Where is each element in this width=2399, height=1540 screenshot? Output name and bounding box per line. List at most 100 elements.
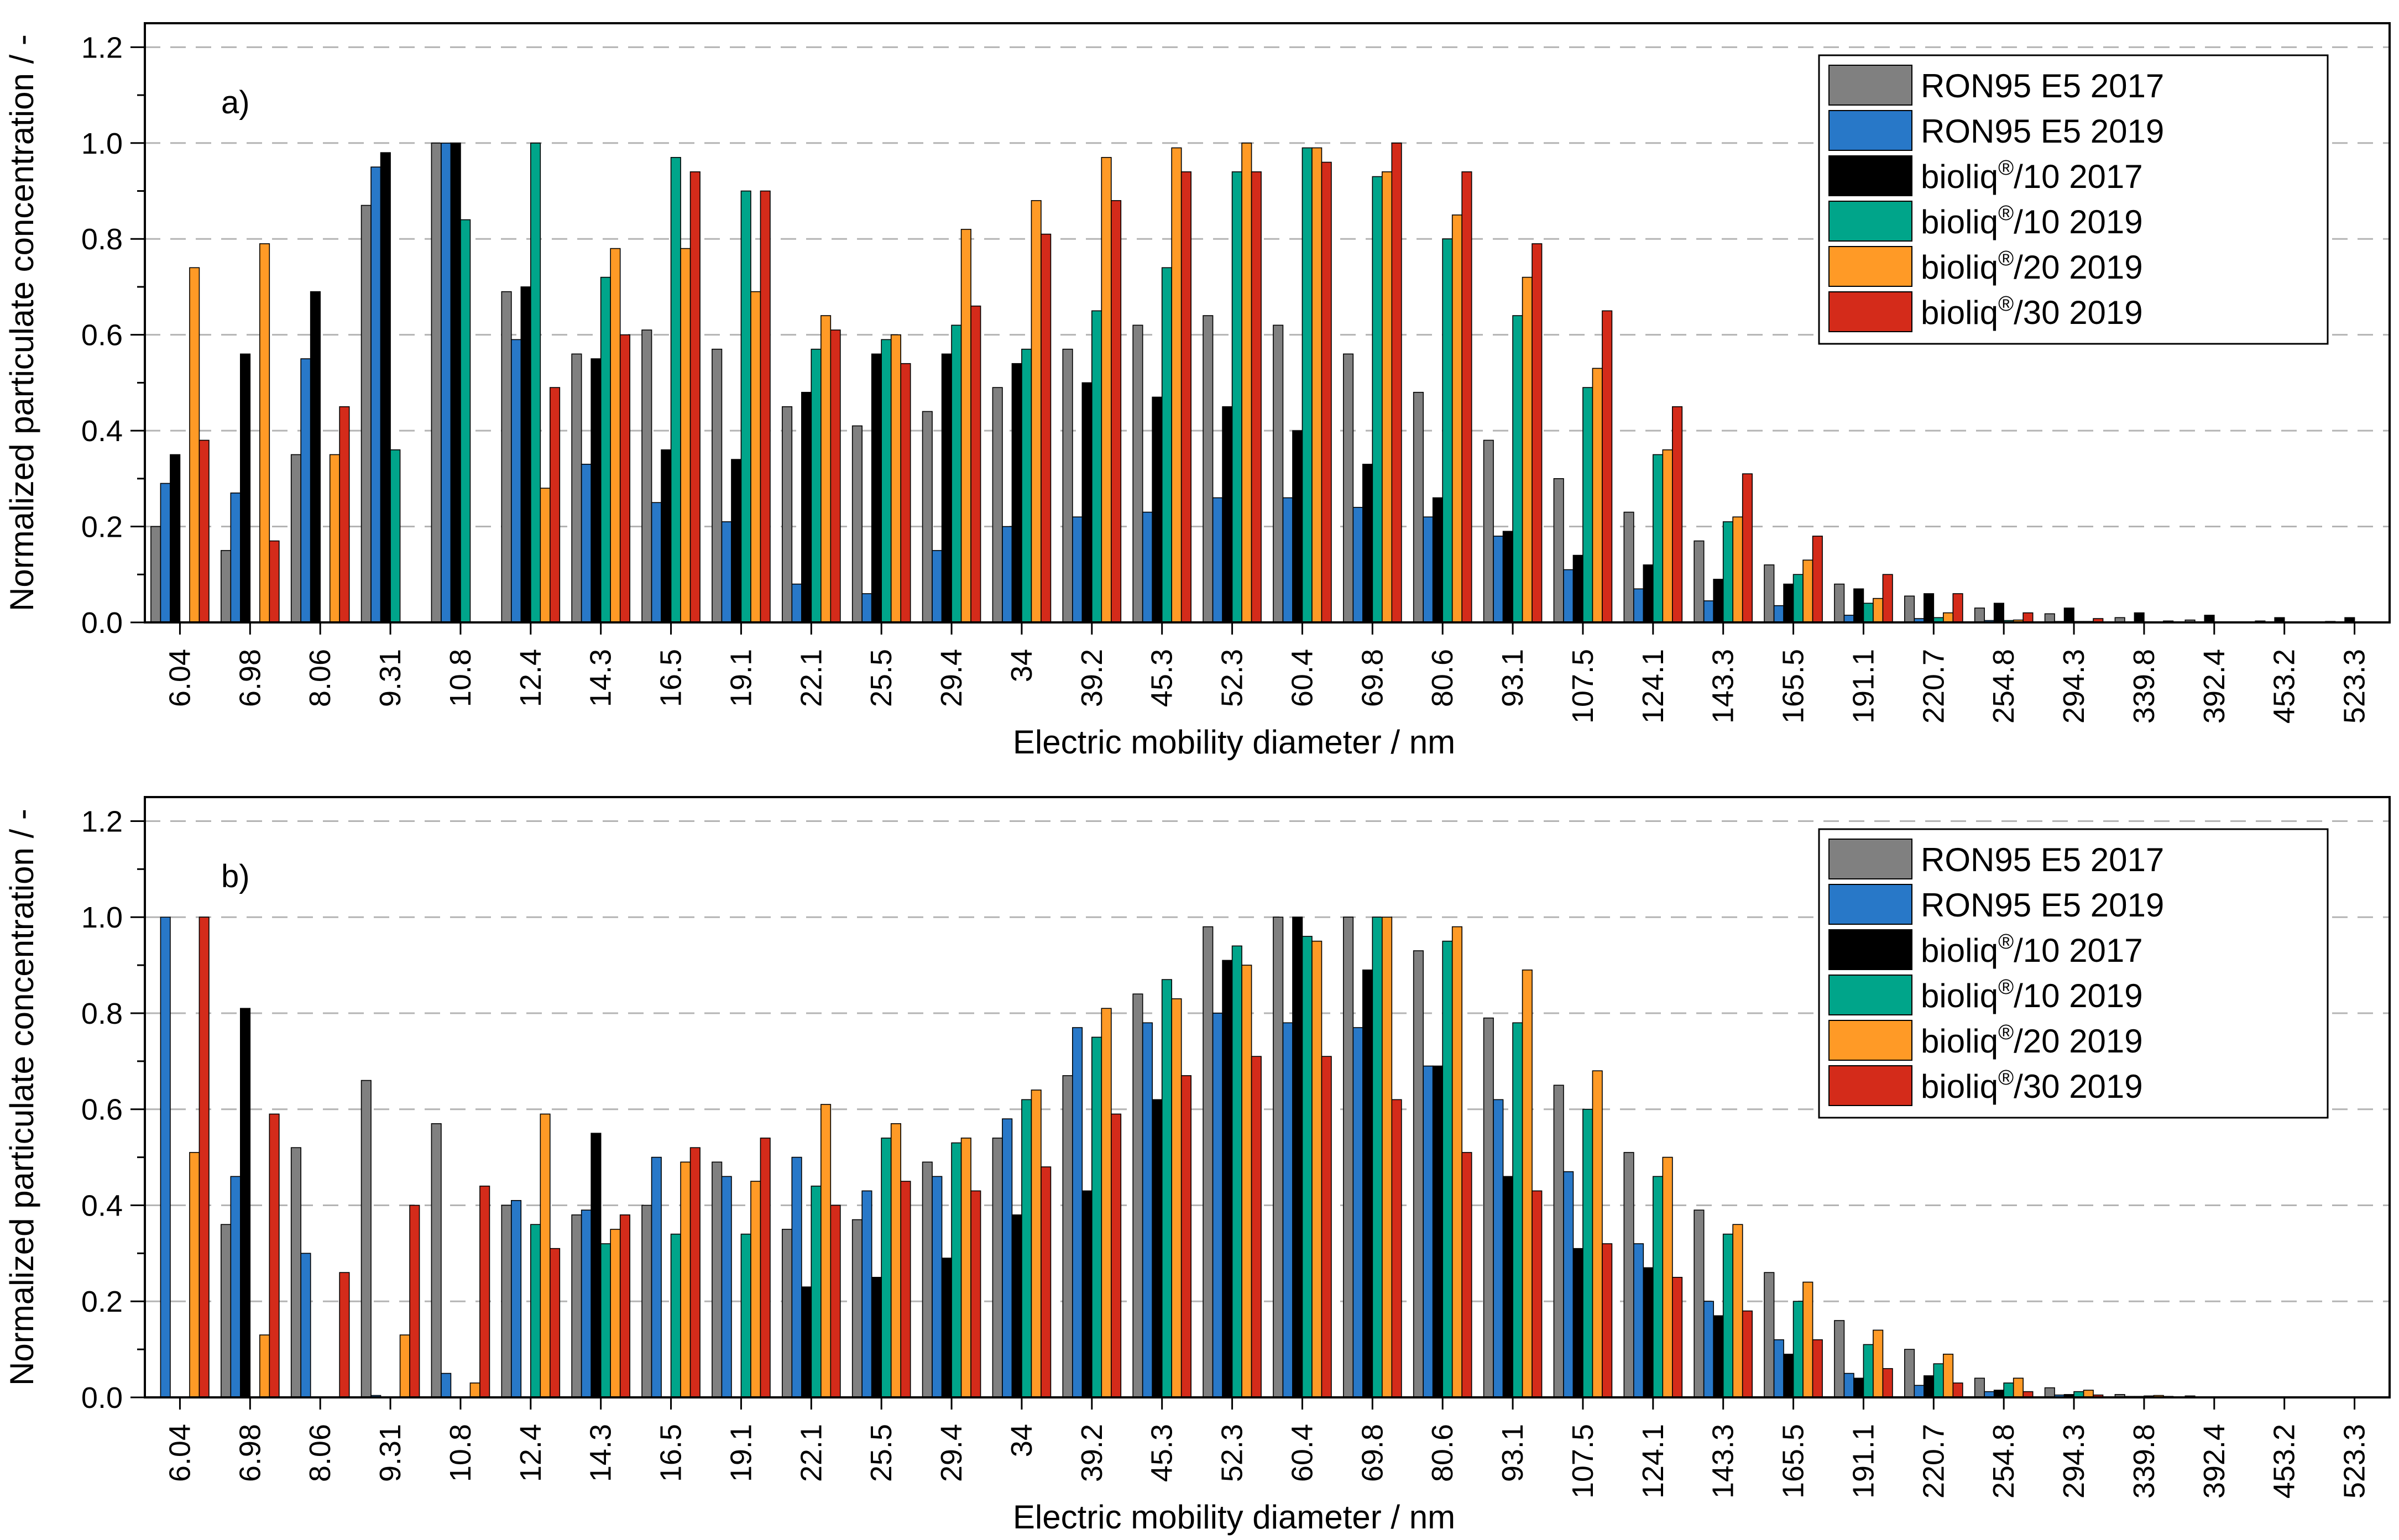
bar [1952, 593, 1963, 623]
bar [1222, 960, 1233, 1398]
bar [1111, 1113, 1122, 1398]
legend-entry: bioliq®/20 2019 [1921, 1021, 2143, 1060]
bar [932, 550, 943, 623]
x-tick-label: 220.7 [1917, 649, 1950, 724]
y-tick-label: 0.6 [81, 319, 123, 352]
bar [501, 291, 512, 623]
legend-swatch [1828, 929, 1912, 970]
bar [1180, 171, 1191, 623]
y-tick-label: 0.0 [81, 1381, 123, 1415]
bar [731, 459, 742, 623]
bar [890, 1123, 901, 1398]
bar [1742, 1310, 1753, 1398]
bar [900, 1181, 911, 1398]
bar [1812, 536, 1823, 623]
series-bioliq-20-2019 [189, 916, 2234, 1398]
x-tick-label: 124.1 [1637, 649, 1670, 724]
bar [651, 502, 662, 623]
x-tick-label: 25.5 [865, 1424, 898, 1482]
bar [1011, 363, 1022, 623]
bar [160, 916, 171, 1398]
legend-entry: bioliq®/30 2019 [1921, 292, 2143, 331]
bar [1553, 1085, 1564, 1398]
bar [1602, 310, 1613, 623]
bar [1722, 521, 1733, 623]
x-tick-label: 107.5 [1566, 1424, 1600, 1499]
x-tick-label: 60.4 [1285, 649, 1319, 707]
x-tick-label: 29.4 [935, 1424, 968, 1482]
x-tick-label: 52.3 [1216, 1424, 1249, 1482]
bar [1512, 315, 1523, 623]
x-tick-label: 392.4 [2198, 1424, 2231, 1499]
bar [970, 305, 981, 623]
legend: RON95 E5 2017 RON95 E5 2019 bioliq®/10 201… [1818, 54, 2329, 345]
series-bioliq-20-2019 [189, 142, 2164, 623]
bar [1101, 1008, 1112, 1398]
bar [1703, 600, 1714, 623]
x-tick-label: 191.1 [1847, 649, 1880, 724]
x-tick-label: 69.8 [1356, 649, 1389, 707]
bar [811, 1185, 822, 1398]
bar [1672, 1277, 1683, 1398]
bar [1522, 276, 1533, 623]
bar [1493, 1099, 1504, 1398]
bar [1924, 1375, 1935, 1398]
bar [661, 449, 672, 623]
bar [530, 1224, 541, 1398]
bar [1321, 1056, 1332, 1398]
bar [1924, 593, 1935, 623]
bar [680, 1161, 691, 1398]
x-axis-label: Electric mobility diameter / nm [1013, 724, 1455, 761]
bar [1241, 142, 1252, 623]
x-tick-label: 339.8 [2128, 1424, 2161, 1499]
bar [230, 493, 241, 623]
bar [1563, 569, 1574, 623]
x-tick-label: 124.1 [1637, 1424, 1670, 1499]
bar [2134, 612, 2145, 623]
bar [641, 1204, 652, 1398]
bar [170, 454, 181, 623]
bar [1432, 1065, 1443, 1398]
bar [941, 1258, 952, 1398]
bar [881, 339, 892, 623]
bar [590, 1133, 602, 1398]
bar [721, 1176, 732, 1398]
y-tick-label: 0.2 [81, 1285, 123, 1318]
x-tick-label: 254.8 [1987, 1424, 2020, 1499]
bar [619, 334, 630, 623]
y-axis-label: Normalized particulate concentration / - [3, 34, 40, 611]
x-tick-label: 60.4 [1285, 1424, 1319, 1482]
y-tick-label: 0.2 [81, 511, 123, 544]
bar [1742, 473, 1753, 623]
bar [441, 142, 452, 623]
bar [189, 267, 200, 623]
y-tick-label: 0.8 [81, 223, 123, 256]
bar [689, 1147, 701, 1398]
bar [1132, 993, 1143, 1398]
bar [1101, 157, 1112, 623]
bar [339, 406, 350, 623]
series-bioliq-30-2019 [198, 916, 2174, 1398]
series-bioliq-10-2019 [390, 142, 2155, 623]
bar [1952, 1382, 1963, 1398]
x-tick-label: 19.1 [724, 1424, 757, 1482]
bar [150, 526, 161, 623]
x-tick-label: 8.06 [304, 649, 337, 707]
x-tick-label: 6.04 [163, 649, 196, 707]
bar [1231, 171, 1242, 623]
bar [1352, 1027, 1363, 1398]
series-ron95-e5-2017 [221, 916, 2336, 1398]
bar [1532, 1190, 1543, 1398]
bar [259, 1334, 270, 1398]
x-tick-label: 6.98 [233, 649, 266, 707]
x-tick-label: 453.2 [2268, 649, 2301, 724]
x-tick-label: 12.4 [514, 649, 547, 707]
bar [670, 157, 681, 623]
bar [1943, 612, 1954, 623]
bar [1091, 310, 1102, 623]
bar [160, 483, 171, 623]
bar [1273, 916, 1284, 1398]
bar [1582, 387, 1593, 623]
bar [1451, 214, 1462, 623]
legend-entry: bioliq®/20 2019 [1921, 247, 2143, 286]
